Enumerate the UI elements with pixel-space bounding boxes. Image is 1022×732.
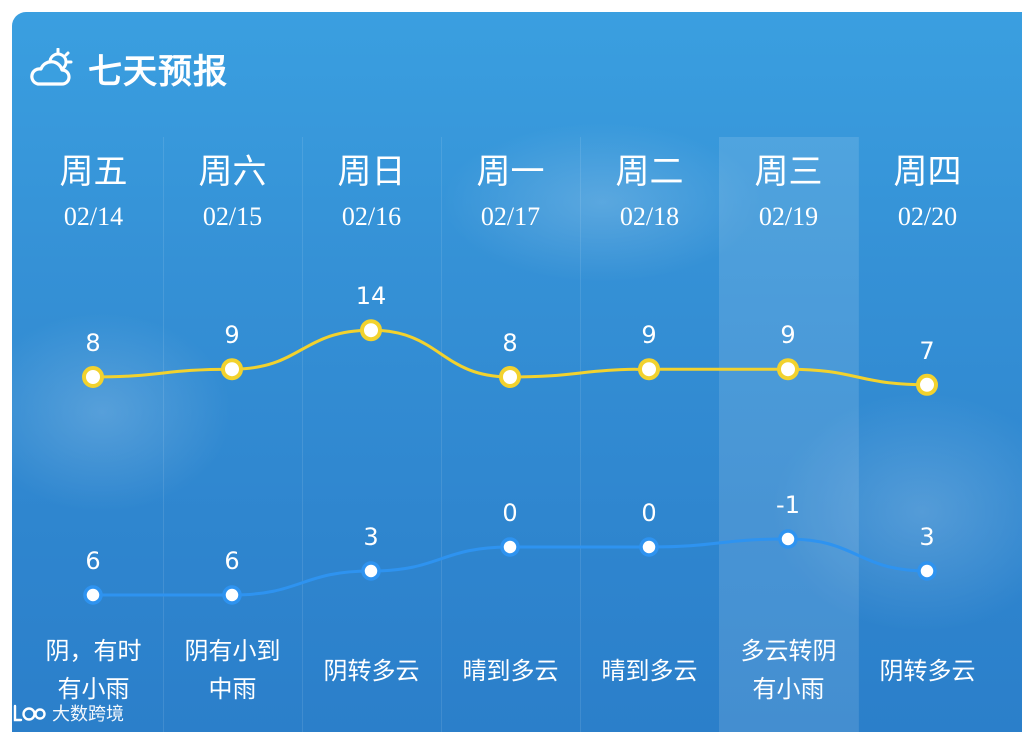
description-line: 晴到多云 xyxy=(462,657,559,685)
high-temp-point xyxy=(82,366,104,388)
high-temp-point xyxy=(916,373,938,396)
cloud-haze xyxy=(772,392,1022,632)
high-temp-point xyxy=(499,366,521,388)
date-label: 02/18 xyxy=(619,202,680,231)
date-label: 02/16 xyxy=(341,202,402,231)
low-temp-point xyxy=(778,529,798,549)
weekday-label: 周日 xyxy=(337,152,406,192)
low-temp-label: 6 xyxy=(224,547,239,575)
low-temp-point xyxy=(639,537,659,557)
high-temp-label: 9 xyxy=(780,321,795,349)
date-label: 02/19 xyxy=(758,202,819,231)
description-line: 阴转多云 xyxy=(323,657,420,685)
forecast-card: 七天预报 周五 周六 周日 周一 周二 周三 周四 02/14 02/15 02… xyxy=(12,12,1022,732)
weekday-label: 周六 xyxy=(198,152,267,192)
column-divider xyxy=(163,137,164,732)
column-divider xyxy=(580,137,581,732)
description-line: 多云转阴 xyxy=(740,637,837,665)
partly-cloudy-icon xyxy=(30,48,73,86)
weather-description: 阴转多云 xyxy=(302,652,441,690)
low-temp-label: 6 xyxy=(85,547,100,575)
weekday-label: 周三 xyxy=(754,152,823,192)
date-label: 02/20 xyxy=(897,202,958,231)
weekday-label: 周一 xyxy=(476,152,545,192)
brand-logo-icon xyxy=(13,704,46,722)
description-line: 阴，有时 xyxy=(45,637,142,665)
date-label: 02/17 xyxy=(480,202,541,231)
low-temp-label: 0 xyxy=(502,499,517,527)
weather-description: 多云转阴 有小雨 xyxy=(719,632,858,708)
weekday-label: 周二 xyxy=(615,152,684,192)
high-temp-label: 9 xyxy=(224,321,239,349)
description-line: 阴转多云 xyxy=(879,657,976,685)
description-line: 晴到多云 xyxy=(601,657,698,685)
high-temp-label: 14 xyxy=(356,282,387,310)
forecast-header: 七天预报 xyxy=(28,46,228,92)
date-label: 02/14 xyxy=(63,202,124,231)
low-temp-point xyxy=(361,561,381,581)
low-temp-label: 0 xyxy=(641,499,656,527)
high-temp-point xyxy=(360,319,382,342)
low-temp-label: 3 xyxy=(363,523,378,551)
high-temp-label: 8 xyxy=(85,329,100,357)
column-divider xyxy=(858,137,859,732)
high-temp-label: 9 xyxy=(641,321,656,349)
temperature-chart: 8 9 14 8 9 9 7 6 6 3 0 0 -1 3 xyxy=(82,282,938,605)
weather-description: 晴到多云 xyxy=(580,652,719,690)
high-temp-point xyxy=(638,358,660,381)
high-temp-point xyxy=(777,358,799,381)
weekday-label: 周五 xyxy=(59,152,128,192)
highlight-column xyxy=(719,137,858,732)
high-temp-label: 8 xyxy=(502,329,517,357)
description-line: 中雨 xyxy=(208,675,257,703)
low-temp-point xyxy=(83,585,103,605)
weather-description: 阴，有时 有小雨 xyxy=(24,632,163,708)
description-line: 阴有小到 xyxy=(184,637,281,665)
watermark: 大数跨境 xyxy=(12,700,124,726)
date-label: 02/15 xyxy=(202,202,263,231)
high-temp-point xyxy=(221,358,243,381)
low-temp-label: 3 xyxy=(919,523,934,551)
description-line: 有小雨 xyxy=(752,675,825,703)
low-temp-point xyxy=(917,561,937,581)
low-temp-point xyxy=(500,537,520,557)
weather-description: 阴转多云 xyxy=(858,652,997,690)
watermark-text: 大数跨境 xyxy=(52,704,124,725)
low-temp-point xyxy=(222,585,242,605)
weather-description: 阴有小到 中雨 xyxy=(163,632,302,708)
cloud-haze xyxy=(12,312,232,512)
high-temp-label: 7 xyxy=(919,337,934,365)
column-divider xyxy=(302,137,303,732)
cloud-haze xyxy=(442,122,762,282)
description-line: 有小雨 xyxy=(57,675,130,703)
column-divider xyxy=(441,137,442,732)
weather-description: 晴到多云 xyxy=(441,652,580,690)
weekday-label: 周四 xyxy=(893,152,962,192)
low-temp-label: -1 xyxy=(776,491,800,519)
page-title: 七天预报 xyxy=(88,51,228,92)
